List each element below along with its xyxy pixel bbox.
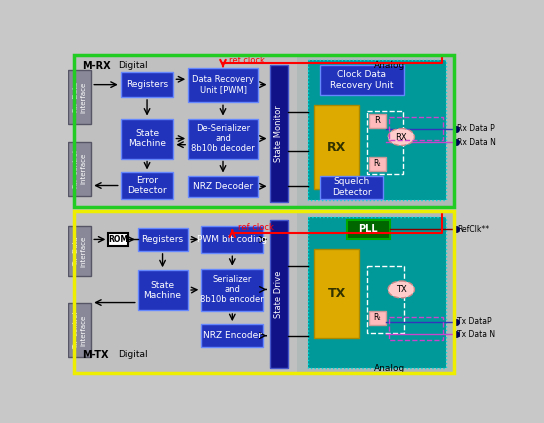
Text: R: R	[374, 116, 380, 125]
FancyBboxPatch shape	[74, 211, 298, 373]
Text: NRZ Decoder: NRZ Decoder	[193, 182, 253, 191]
FancyBboxPatch shape	[308, 217, 446, 368]
FancyBboxPatch shape	[298, 211, 454, 373]
Text: PLL: PLL	[358, 224, 378, 234]
FancyBboxPatch shape	[138, 270, 188, 310]
FancyBboxPatch shape	[314, 104, 360, 190]
Text: ref clock: ref clock	[229, 55, 265, 64]
Text: Registers: Registers	[126, 80, 168, 89]
Text: Rx- Data
interface: Rx- Data interface	[73, 81, 86, 113]
Text: Rx- control
interface: Rx- control interface	[73, 150, 86, 187]
Text: State
Machine: State Machine	[144, 280, 182, 300]
FancyBboxPatch shape	[369, 114, 386, 128]
FancyBboxPatch shape	[369, 157, 386, 171]
Text: State Monitor: State Monitor	[274, 105, 283, 162]
FancyBboxPatch shape	[308, 60, 446, 200]
FancyBboxPatch shape	[314, 250, 360, 338]
FancyBboxPatch shape	[188, 68, 258, 102]
Text: RX: RX	[327, 140, 347, 154]
Text: Rx Data P: Rx Data P	[457, 124, 495, 133]
FancyBboxPatch shape	[121, 72, 174, 97]
Text: State
Machine: State Machine	[128, 129, 166, 148]
Text: Registers: Registers	[141, 235, 184, 244]
FancyBboxPatch shape	[68, 70, 91, 124]
Text: Analog: Analog	[374, 61, 405, 70]
FancyBboxPatch shape	[108, 233, 128, 246]
Text: Digital: Digital	[119, 61, 148, 70]
Text: Tx DataP: Tx DataP	[457, 317, 492, 326]
FancyBboxPatch shape	[320, 65, 404, 96]
Text: State Drive: State Drive	[274, 270, 283, 318]
Text: Rx Data N: Rx Data N	[457, 138, 496, 147]
Ellipse shape	[388, 129, 415, 146]
FancyBboxPatch shape	[201, 269, 263, 311]
FancyBboxPatch shape	[188, 176, 258, 197]
Text: ref clock: ref clock	[238, 223, 274, 232]
Ellipse shape	[388, 281, 415, 298]
FancyBboxPatch shape	[68, 226, 91, 276]
FancyBboxPatch shape	[269, 65, 288, 202]
Text: TX: TX	[328, 287, 346, 300]
FancyBboxPatch shape	[74, 55, 298, 207]
FancyBboxPatch shape	[347, 220, 390, 239]
FancyBboxPatch shape	[188, 118, 258, 159]
Text: Tx Data N: Tx Data N	[457, 330, 495, 339]
Text: Rₜ: Rₜ	[373, 313, 381, 322]
Text: Rₜ: Rₜ	[373, 159, 381, 168]
Text: NRZ Encoder: NRZ Encoder	[203, 331, 262, 340]
FancyBboxPatch shape	[68, 303, 91, 357]
FancyBboxPatch shape	[298, 55, 454, 207]
Text: Digital: Digital	[119, 350, 148, 360]
Text: Tx- control
interface: Tx- control interface	[73, 311, 86, 349]
Text: PWM bit coding: PWM bit coding	[197, 235, 267, 244]
FancyBboxPatch shape	[121, 173, 174, 199]
Text: M-TX: M-TX	[82, 350, 108, 360]
FancyBboxPatch shape	[68, 142, 91, 195]
Text: RX: RX	[395, 132, 407, 142]
FancyBboxPatch shape	[320, 176, 384, 199]
Text: Data Recovery
Unit [PWM]: Data Recovery Unit [PWM]	[192, 75, 254, 94]
FancyBboxPatch shape	[201, 324, 263, 347]
FancyBboxPatch shape	[138, 228, 188, 251]
FancyBboxPatch shape	[269, 220, 288, 368]
Text: RefClk**: RefClk**	[457, 225, 489, 234]
Text: Serializer
and
8b10b encoder: Serializer and 8b10b encoder	[200, 275, 264, 305]
FancyBboxPatch shape	[74, 55, 454, 207]
FancyBboxPatch shape	[369, 311, 386, 325]
Text: De-Serializer
and
8b10b decoder: De-Serializer and 8b10b decoder	[191, 124, 255, 154]
FancyBboxPatch shape	[201, 226, 263, 253]
Text: Clock Data
Recovery Unit: Clock Data Recovery Unit	[330, 70, 393, 90]
Text: Squelch
Detector: Squelch Detector	[332, 177, 372, 197]
Text: M-RX: M-RX	[82, 61, 110, 71]
Text: ROM: ROM	[108, 235, 128, 244]
Text: Analog: Analog	[374, 364, 405, 373]
Text: Tx- Data
interface: Tx- Data interface	[73, 235, 86, 266]
Text: TX: TX	[396, 285, 406, 294]
Text: Error
Detector: Error Detector	[127, 176, 167, 195]
FancyBboxPatch shape	[121, 118, 174, 159]
